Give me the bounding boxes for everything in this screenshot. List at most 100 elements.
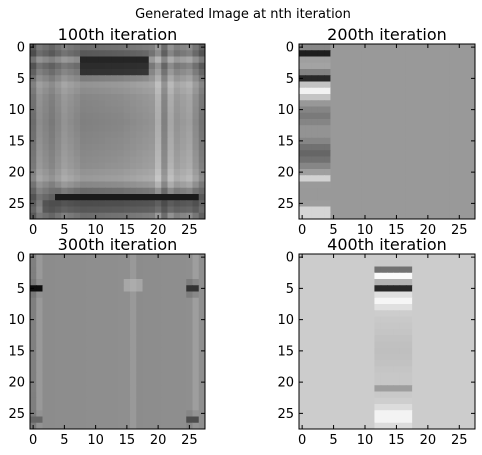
heatmap-cell <box>437 404 445 411</box>
heatmap-cell <box>449 304 457 311</box>
heatmap-cell <box>343 75 350 83</box>
heatmap-cell <box>311 422 319 429</box>
heatmap-cell <box>361 81 369 89</box>
heatmap-cell <box>192 169 200 176</box>
heatmap-cell <box>387 119 394 126</box>
heatmap-cell <box>86 291 94 299</box>
heatmap-cell <box>336 112 344 120</box>
heatmap-cell <box>343 316 350 324</box>
heatmap-cell <box>355 62 363 70</box>
heatmap-cell <box>92 119 100 126</box>
heatmap-cell <box>311 62 319 70</box>
heatmap-cell <box>173 62 181 70</box>
heatmap-cell <box>98 322 106 330</box>
heatmap-cell <box>92 379 100 386</box>
x-tick-label: 5 <box>329 223 337 238</box>
heatmap-cell <box>468 422 475 429</box>
heatmap-cell <box>462 304 470 311</box>
heatmap-cell <box>117 366 125 374</box>
heatmap-cell <box>48 347 56 355</box>
heatmap-cell <box>117 266 125 274</box>
heatmap-cell <box>431 200 438 208</box>
heatmap-cell <box>374 44 382 51</box>
heatmap-cell <box>48 354 56 361</box>
heatmap-cell <box>173 50 181 58</box>
heatmap-cell <box>117 125 125 133</box>
heatmap-cell <box>142 175 150 183</box>
heatmap-cell <box>30 372 37 380</box>
heatmap-cell <box>311 404 319 411</box>
heatmap-cell <box>98 379 106 386</box>
heatmap-cell <box>48 391 56 399</box>
heatmap-cell <box>111 75 119 83</box>
heatmap-cell <box>98 391 106 399</box>
heatmap-cell <box>92 81 100 89</box>
heatmap-cell <box>192 316 200 324</box>
heatmap-cell <box>136 137 144 145</box>
heatmap-cell <box>330 156 338 164</box>
heatmap-cell <box>136 56 144 64</box>
heatmap-cell <box>192 212 200 219</box>
heatmap-cell <box>117 50 125 58</box>
heatmap-cell <box>130 291 137 299</box>
heatmap-cell <box>192 50 200 58</box>
heatmap-cell <box>399 272 407 280</box>
heatmap-cell <box>61 360 69 368</box>
heatmap-cell <box>387 404 394 411</box>
heatmap-cell <box>324 285 332 293</box>
heatmap-cell <box>155 391 162 399</box>
heatmap-cell <box>111 379 119 386</box>
heatmap-cell <box>368 181 376 189</box>
heatmap-cell <box>98 100 106 108</box>
heatmap-cell <box>343 310 350 318</box>
heatmap-cell <box>61 260 69 268</box>
heatmap-cell <box>142 335 150 343</box>
heatmap-cell <box>393 169 401 176</box>
heatmap-cell <box>324 272 332 280</box>
heatmap-cell <box>456 150 464 158</box>
heatmap-cell <box>405 341 413 349</box>
heatmap-cell <box>317 56 325 64</box>
heatmap-cell <box>42 329 50 336</box>
heatmap-cell <box>387 87 394 95</box>
heatmap-cell <box>393 272 401 280</box>
heatmap-cell <box>380 310 388 318</box>
heatmap-cell <box>336 75 344 83</box>
heatmap-cell <box>155 175 162 183</box>
heatmap-cell <box>437 112 445 120</box>
heatmap-cell <box>361 150 369 158</box>
heatmap-cell <box>67 69 75 76</box>
heatmap-cell <box>130 297 137 305</box>
heatmap-cell <box>186 416 194 424</box>
heatmap-cell <box>80 187 87 195</box>
heatmap-cell <box>431 69 438 76</box>
heatmap-cell <box>73 266 81 274</box>
heatmap-cell <box>317 341 325 349</box>
heatmap-cell <box>343 175 350 183</box>
heatmap-cell <box>355 100 363 108</box>
heatmap-cell <box>462 62 470 70</box>
heatmap-cell <box>311 360 319 368</box>
heatmap-cell <box>317 260 325 268</box>
y-tick-label: 25 <box>8 197 25 212</box>
heatmap-cell <box>161 347 169 355</box>
heatmap-cell <box>305 156 313 164</box>
heatmap-cell <box>311 279 319 286</box>
heatmap-cell <box>48 50 56 58</box>
heatmap-cell <box>98 56 106 64</box>
heatmap-cell <box>387 391 394 399</box>
heatmap-cell <box>148 119 156 126</box>
heatmap-cell <box>456 62 464 70</box>
heatmap-cell <box>142 266 150 274</box>
heatmap-cell <box>105 266 112 274</box>
heatmap-cell <box>368 87 376 95</box>
heatmap-cell <box>393 137 401 145</box>
heatmap-cell <box>80 379 87 386</box>
heatmap-cell <box>42 266 50 274</box>
heatmap-cell <box>324 50 332 58</box>
heatmap-cell <box>399 397 407 405</box>
heatmap-cell <box>161 169 169 176</box>
heatmap-cell <box>361 119 369 126</box>
heatmap-cell <box>380 285 388 293</box>
